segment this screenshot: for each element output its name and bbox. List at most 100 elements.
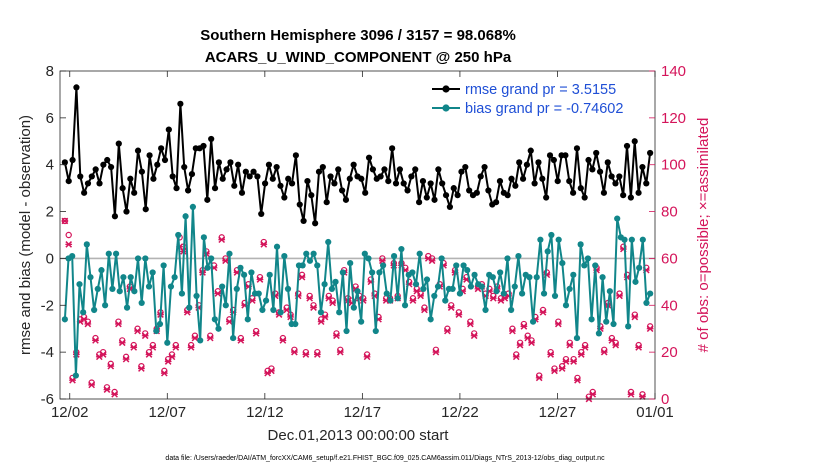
rmse-point [242, 168, 249, 175]
bias-point [204, 264, 211, 271]
rmse-point [493, 199, 500, 206]
bias-point [123, 304, 131, 311]
bias-point [643, 299, 650, 307]
bias-point [321, 281, 328, 288]
bias-point [219, 283, 226, 290]
rmse-point [392, 180, 400, 187]
obs-assimilated-point [187, 344, 195, 351]
plot-area [60, 71, 655, 399]
obs-assimilated-point [612, 341, 620, 349]
bias-point [614, 215, 621, 222]
obs-assimilated-point [313, 351, 321, 358]
rmse-point [127, 175, 134, 182]
bias-point [306, 257, 314, 264]
bias-point [361, 250, 368, 257]
rmse-point [570, 189, 577, 196]
rmse-point [204, 196, 211, 203]
bias-point [142, 255, 149, 262]
obs-assimilated-point [138, 365, 145, 372]
x-tick-label: 12/12 [246, 404, 284, 421]
bias-point [387, 297, 394, 304]
rmse-point [573, 145, 581, 152]
rmse-point [389, 145, 396, 152]
bias-point [109, 285, 116, 292]
rmse-point [338, 187, 346, 194]
rmse-point [631, 138, 638, 145]
bias-point [230, 334, 237, 342]
obs-assimilated-point [581, 344, 589, 351]
y-tick-label: -4 [41, 344, 54, 361]
bias-point [369, 269, 376, 276]
rmse-point [539, 175, 546, 182]
bias-point [226, 250, 233, 257]
y-axis-label: rmse and bias (model - observation) [17, 115, 34, 355]
obs-assimilated-point [574, 376, 581, 384]
bias-point [449, 285, 456, 292]
bias-point [98, 267, 105, 274]
rmse-point [104, 156, 111, 164]
bias-point [595, 330, 603, 337]
rmse-point [381, 166, 388, 173]
bias-point [156, 320, 164, 328]
rmse-point [142, 206, 149, 213]
bias-point [365, 255, 372, 262]
rmse-point [288, 180, 296, 187]
obs-assimilated-point [291, 348, 298, 356]
bias-point [606, 288, 613, 295]
rmse-point [400, 180, 407, 187]
data-file-footnote: data file: /Users/raeder/DAI/ATM_forcXX/… [165, 455, 605, 462]
obs-assimilated-point [520, 323, 528, 330]
bias-point [577, 241, 584, 248]
obs-assimilated-point [268, 367, 275, 375]
rmse-point [261, 180, 269, 187]
chart-title: Southern Hemisphere 3096 / 3157 = 98.068… [200, 27, 516, 44]
rmse-point [111, 213, 119, 220]
obs-assimilated-point [160, 369, 168, 377]
bias-point [222, 302, 229, 309]
obs-assimilated-point [639, 393, 646, 400]
bias-point [555, 236, 562, 243]
bias-point [347, 260, 354, 267]
bias-point [515, 252, 522, 260]
y2-tick-label: 140 [661, 63, 686, 80]
bias-point [471, 271, 478, 278]
bias-point [350, 304, 357, 311]
rmse-point [115, 140, 122, 147]
bias-point [398, 245, 405, 253]
bias-point [533, 274, 540, 281]
rmse-point [173, 185, 180, 192]
rmse-point [281, 194, 288, 201]
bias-point [339, 269, 346, 276]
rmse-point [327, 173, 334, 180]
bias-point [632, 278, 639, 285]
bias-point [464, 267, 471, 274]
rmse-point [319, 163, 326, 171]
bias-point [431, 292, 438, 300]
rmse-point [462, 163, 469, 171]
y2-tick-label: 100 [661, 157, 686, 174]
obs-assimilated-point [417, 292, 424, 300]
y-tick-label: 4 [46, 157, 54, 174]
bias-point [105, 250, 112, 257]
obs-assimilated-point [428, 257, 436, 265]
bias-point [427, 316, 434, 323]
bias-point [621, 236, 628, 243]
bias-point [456, 290, 464, 297]
bias-point [171, 274, 178, 281]
rmse-point [181, 163, 188, 171]
rmse-point [546, 152, 554, 159]
bias-point [244, 316, 251, 323]
y2-tick-label: 80 [661, 204, 678, 221]
bias-point [343, 327, 350, 335]
obs-assimilated-point [600, 348, 608, 356]
obs-assimilated-point [103, 386, 111, 393]
bias-point [508, 306, 515, 314]
bias-point [145, 283, 153, 290]
bias-point [416, 250, 423, 257]
rmse-point [620, 192, 627, 199]
bias-point [112, 250, 120, 257]
obs-assimilated-point [447, 304, 455, 311]
bias-point [584, 255, 592, 262]
x-tick-label: 12/17 [344, 404, 382, 421]
obs-assimilated-point [616, 292, 623, 300]
